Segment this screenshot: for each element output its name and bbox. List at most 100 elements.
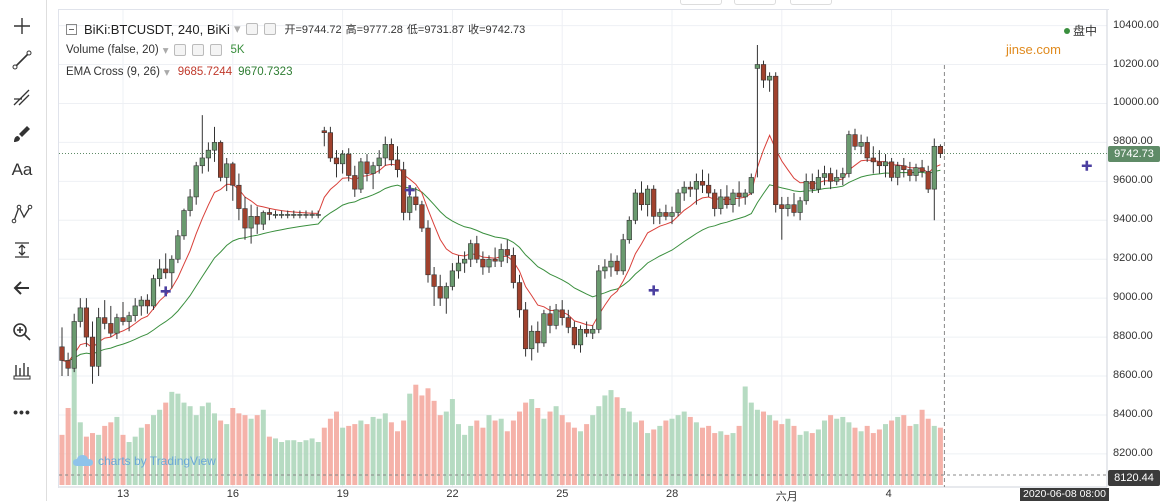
candle-body <box>705 184 712 194</box>
candle-body <box>77 307 83 322</box>
volume-bar <box>291 440 297 485</box>
candle-body <box>358 161 364 190</box>
volume-bar <box>718 431 724 485</box>
candle-body <box>218 142 224 178</box>
volume-bar <box>767 415 773 485</box>
candle-body <box>248 216 254 229</box>
ema-cross-marker <box>1081 160 1092 171</box>
volume-bar <box>913 424 919 485</box>
volume-bar <box>474 420 480 485</box>
volume-bar <box>144 424 150 485</box>
candle-body <box>651 188 657 217</box>
top-button-a[interactable] <box>680 0 722 5</box>
candle-body <box>364 161 370 174</box>
volume-bar <box>773 420 779 485</box>
candle-body <box>480 258 486 268</box>
collapse-icon[interactable] <box>66 23 77 35</box>
candle-body <box>809 181 815 190</box>
measure-icon[interactable] <box>8 236 36 264</box>
open-value: 9744.72 <box>301 24 342 36</box>
volume-bar <box>797 434 803 485</box>
fib-tool-icon[interactable] <box>8 84 36 112</box>
candle-body <box>888 161 895 178</box>
close-value: 9742.73 <box>485 24 526 36</box>
chevron-down-icon[interactable]: ▾ <box>163 67 170 79</box>
volume-bar <box>895 416 901 485</box>
text-tool-label: Aa <box>11 160 33 179</box>
candle-body <box>663 212 669 217</box>
volume-bar <box>413 384 419 485</box>
more-icon[interactable]: ••• <box>8 398 36 426</box>
volume-bar <box>138 427 144 485</box>
candle-body <box>181 210 187 237</box>
volume-bar <box>248 418 254 485</box>
market-status-label: 盘中 <box>1073 24 1098 38</box>
volume-bar <box>242 415 248 485</box>
price-axis-tick: 9800.00 <box>1113 135 1153 148</box>
zoom-in-icon[interactable] <box>8 318 36 346</box>
cursor-cross-icon[interactable] <box>8 12 36 40</box>
tradingview-watermark[interactable]: charts by TradingView <box>72 454 216 468</box>
volume-bar <box>486 415 492 485</box>
volume-bar <box>535 407 541 485</box>
candle-body <box>614 260 620 272</box>
candle-body <box>510 255 517 283</box>
plot-area-frame <box>58 9 1109 488</box>
candle-body <box>852 134 858 147</box>
eye-icon[interactable] <box>246 23 259 35</box>
volume-bar <box>334 411 339 485</box>
candle-body <box>492 258 498 262</box>
candle-body <box>382 144 388 159</box>
candle-body <box>748 177 754 194</box>
time-axis-tick: 六月 <box>775 491 798 503</box>
candle-body <box>919 167 925 172</box>
volume-bar <box>602 395 608 485</box>
volume-bar <box>828 415 834 485</box>
pattern-tool-icon[interactable] <box>8 200 36 228</box>
volume-bar <box>675 415 681 485</box>
settings-icon[interactable] <box>264 23 277 35</box>
top-button-b[interactable] <box>734 0 776 5</box>
volume-bar <box>419 395 425 485</box>
volume-bar <box>327 418 333 485</box>
price-axis-tick: 8800.00 <box>1113 330 1153 343</box>
candle-body <box>175 235 181 260</box>
volume-bar <box>651 429 657 485</box>
tradingview-brand: charts by TradingView <box>98 454 216 468</box>
crosshair-date-label: 2020-06-08 08:00 <box>1020 488 1109 501</box>
candle-body <box>541 313 547 344</box>
candle-body <box>285 214 291 216</box>
candle-body <box>132 305 138 316</box>
candle-body <box>864 142 870 159</box>
price-axis-tick: 10000.00 <box>1113 96 1159 109</box>
ruler-icon[interactable] <box>8 356 36 384</box>
candle-body <box>718 196 724 209</box>
chevron-down-icon[interactable]: ▾ <box>162 45 169 57</box>
volume-bar <box>547 411 553 485</box>
eye-icon[interactable] <box>174 44 187 56</box>
volume-bar <box>65 407 71 485</box>
volume-bar <box>297 442 303 485</box>
time-axis-tick: 13 <box>117 488 130 500</box>
volume-bar <box>931 425 937 485</box>
trend-line-icon[interactable] <box>8 46 36 74</box>
candle-body <box>187 196 193 211</box>
candle-body <box>773 75 779 205</box>
volume-bar <box>742 386 748 485</box>
back-arrow-icon[interactable] <box>8 274 36 302</box>
settings-icon[interactable] <box>192 44 205 56</box>
volume-bar <box>529 399 535 485</box>
volume-bar <box>736 425 742 485</box>
candle-body <box>504 249 510 256</box>
top-button-c[interactable] <box>790 0 832 5</box>
ema-fast-value: 9685.7244 <box>177 66 233 78</box>
volume-bar <box>663 420 669 485</box>
candle-body <box>834 177 840 182</box>
text-tool-icon[interactable]: Aa <box>8 156 36 184</box>
chevron-down-icon[interactable]: ▾ <box>233 21 241 36</box>
brush-icon[interactable] <box>8 120 36 148</box>
top-toolbar-stub <box>680 0 1120 6</box>
close-icon[interactable] <box>210 44 223 56</box>
volume-bar <box>876 429 882 485</box>
